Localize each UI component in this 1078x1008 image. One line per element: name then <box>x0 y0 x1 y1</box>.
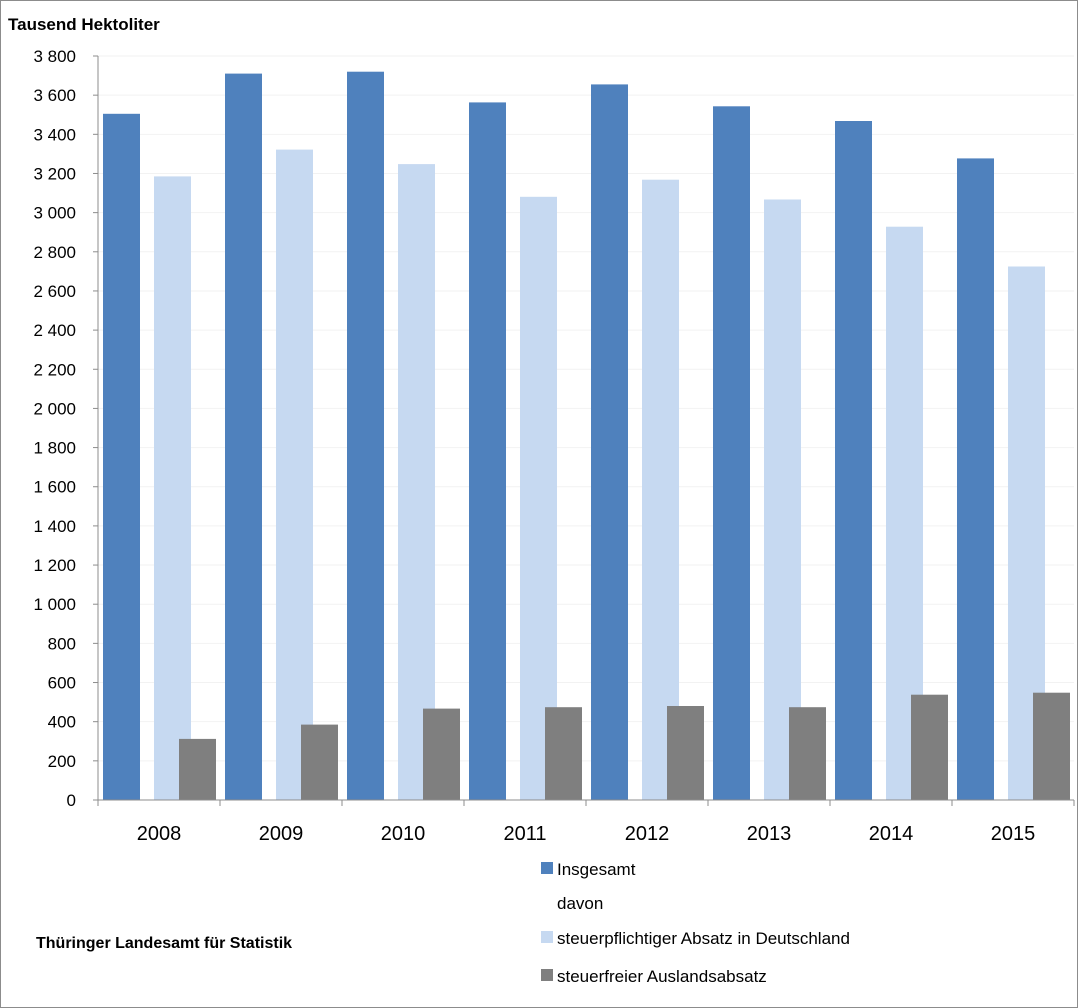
bar-2014-series-0 <box>835 121 872 800</box>
bar-2011-series-2 <box>545 707 582 800</box>
x-tick-label: 2015 <box>991 823 1036 845</box>
y-tick-labels: 0 200 400 600 800 1 000 1 200 1 400 1 600 1 800 2 … <box>33 47 76 810</box>
bar-2013-series-1 <box>764 199 801 800</box>
bar-2011-series-1 <box>520 196 557 801</box>
bar-2008-series-1 <box>154 176 191 800</box>
x-tick-label: 2013 <box>747 823 792 845</box>
bar-2008-series-0 <box>103 113 140 801</box>
legend: Insgesamt davon steuerpflichtiger Absatz… <box>541 860 850 986</box>
bar-2009-series-2 <box>301 724 338 800</box>
y-tick-label: 200 <box>48 752 76 771</box>
legend-swatch-steuerpflichtig <box>541 931 553 943</box>
source-footer: Thüringer Landesamt für Statistik <box>36 935 292 952</box>
x-tick-labels: 2008 2009 2010 2011 2012 2013 2014 2015 <box>137 823 1036 845</box>
bar-2012-series-0 <box>591 84 628 800</box>
legend-label-steuerfrei: steuerfreier Auslandsabsatz <box>557 967 767 986</box>
bar-2009-series-1 <box>276 149 313 801</box>
x-tick-label: 2011 <box>503 823 546 845</box>
x-tick-label: 2012 <box>625 823 670 845</box>
x-tick-label: 2010 <box>381 823 426 845</box>
legend-label-steuerpflichtig: steuerpflichtiger Absatz in Deutschland <box>557 929 850 948</box>
y-tick-label: 600 <box>48 674 76 693</box>
y-tick-label: 3 000 <box>33 204 76 223</box>
y-tick-label: 2 800 <box>33 243 76 262</box>
bar-2013-series-2 <box>789 707 826 800</box>
y-tick-label: 2 000 <box>33 399 76 418</box>
y-tick-label: 3 800 <box>33 47 76 66</box>
bar-2012-series-2 <box>667 706 704 800</box>
bar-2008-series-2 <box>179 738 216 800</box>
bar-2010-series-0 <box>347 71 384 800</box>
x-tick-label: 2009 <box>259 823 304 845</box>
bar-2015-series-0 <box>957 158 994 800</box>
bar-2009-series-0 <box>225 73 262 801</box>
legend-swatch-insgesamt <box>541 862 553 874</box>
y-tick-label: 0 <box>67 791 76 810</box>
axes <box>97 56 1075 806</box>
y-tick-label: 1 200 <box>33 556 76 575</box>
bar-2013-series-0 <box>713 106 750 801</box>
y-tick-label: 1 400 <box>33 517 76 536</box>
y-axis-label: Tausend Hektoliter <box>8 15 160 34</box>
legend-label-davon: davon <box>557 894 603 913</box>
bar-2014-series-2 <box>911 694 948 800</box>
y-tick-label: 2 200 <box>33 360 76 379</box>
bars <box>103 71 1070 801</box>
bar-2012-series-1 <box>642 179 679 800</box>
y-tick-label: 2 600 <box>33 282 76 301</box>
x-tick-label: 2008 <box>137 823 182 845</box>
bar-2011-series-0 <box>469 102 506 800</box>
y-tick-label: 2 400 <box>33 321 76 340</box>
legend-label-insgesamt: Insgesamt <box>557 860 636 879</box>
y-tick-label: 800 <box>48 634 76 653</box>
y-tick-label: 1 800 <box>33 439 76 458</box>
bar-2010-series-1 <box>398 164 435 801</box>
y-tick-label: 1 600 <box>33 478 76 497</box>
y-tick-label: 3 400 <box>33 125 76 144</box>
y-tick-label: 3 200 <box>33 164 76 183</box>
bar-2010-series-2 <box>423 708 460 800</box>
x-tick-label: 2014 <box>869 823 914 845</box>
y-tick-label: 1 000 <box>33 595 76 614</box>
y-tick-label: 400 <box>48 713 76 732</box>
y-tick-label: 3 600 <box>33 86 76 105</box>
bar-2015-series-2 <box>1033 692 1070 800</box>
legend-swatch-steuerfrei <box>541 969 553 981</box>
